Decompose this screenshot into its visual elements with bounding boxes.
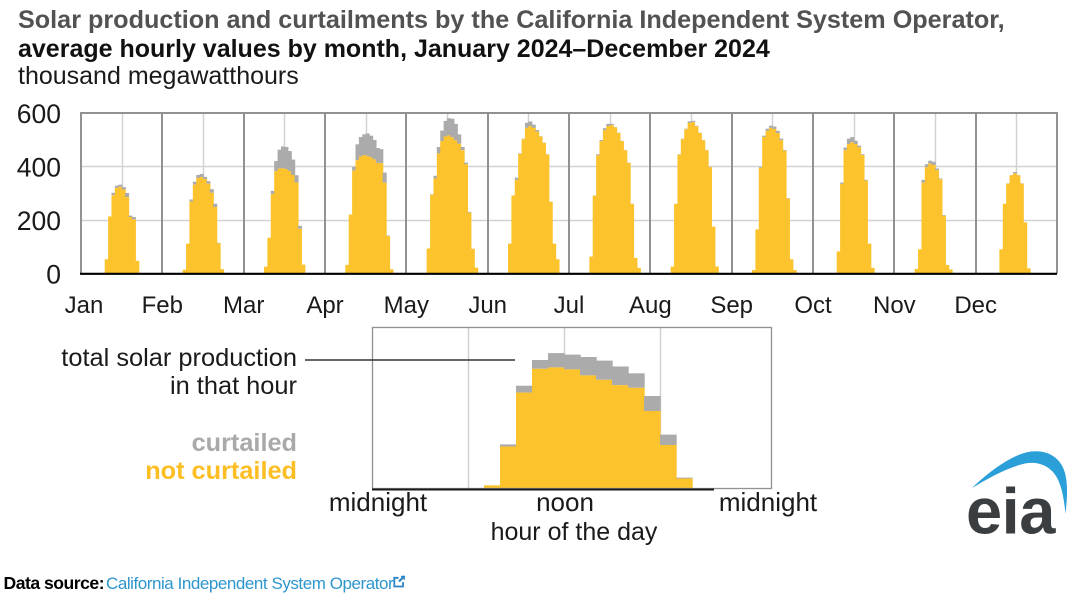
svg-text:noon: noon — [536, 487, 594, 517]
svg-text:Jan: Jan — [65, 292, 104, 319]
svg-text:Mar: Mar — [223, 292, 264, 319]
svg-text:hour of the day: hour of the day — [491, 518, 658, 546]
svg-text:Nov: Nov — [873, 292, 916, 319]
svg-text:in that hour: in that hour — [170, 372, 298, 400]
svg-text:Aug: Aug — [629, 292, 672, 319]
svg-text:600: 600 — [17, 99, 61, 129]
svg-text:California Independent System: California Independent System Operator — [106, 574, 394, 593]
svg-text:Dec: Dec — [954, 292, 997, 319]
svg-text:Feb: Feb — [142, 292, 183, 319]
svg-text:eia: eia — [966, 475, 1056, 548]
svg-text:midnight: midnight — [719, 487, 818, 517]
svg-text:total solar production: total solar production — [61, 344, 297, 372]
svg-text:Jul: Jul — [554, 292, 585, 319]
svg-text:not curtailed: not curtailed — [145, 457, 297, 485]
svg-text:Jun: Jun — [468, 292, 507, 319]
svg-text:thousand megawatthours: thousand megawatthours — [18, 62, 299, 90]
svg-text:midnight: midnight — [329, 487, 428, 517]
svg-text:average hourly values by month: average hourly values by month, January … — [18, 35, 770, 63]
svg-text:Oct: Oct — [794, 292, 832, 319]
svg-text:May: May — [384, 292, 429, 319]
svg-text:curtailed: curtailed — [192, 429, 297, 457]
svg-text:Apr: Apr — [306, 292, 343, 319]
svg-text:Data source:: Data source: — [4, 573, 105, 593]
svg-text:Solar production and curtailme: Solar production and curtailments by the… — [18, 6, 1005, 34]
svg-text:Sep: Sep — [710, 292, 753, 319]
svg-text:400: 400 — [17, 153, 61, 183]
svg-text:0: 0 — [46, 259, 61, 289]
svg-text:200: 200 — [17, 206, 61, 236]
